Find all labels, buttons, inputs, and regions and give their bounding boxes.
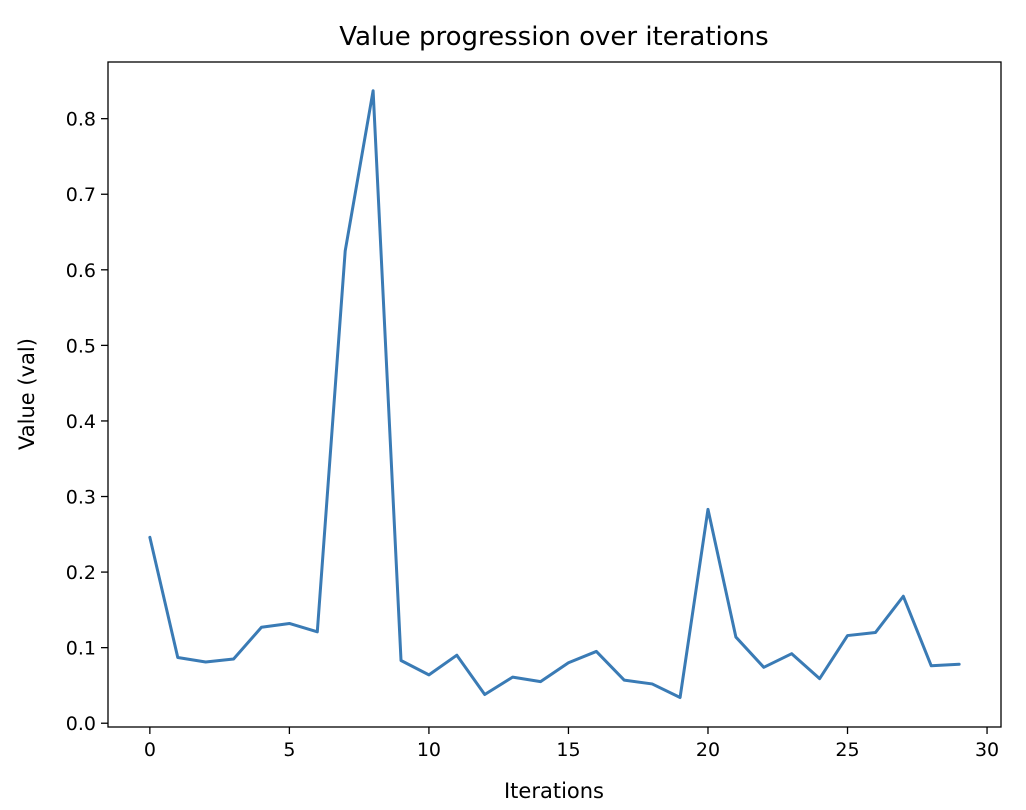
y-tick-label: 0.1	[66, 638, 96, 660]
y-tick-label: 0.3	[66, 487, 96, 509]
data-point	[511, 675, 514, 679]
data-point	[176, 656, 179, 659]
data-point	[260, 626, 263, 629]
data-point	[371, 89, 375, 92]
data-point	[762, 666, 765, 669]
data-point	[706, 508, 710, 511]
x-tick-label: 0	[144, 739, 156, 761]
data-point	[316, 630, 319, 633]
x-tick-label: 30	[975, 739, 999, 761]
data-point	[232, 657, 235, 661]
x-axis-label: Iterations	[504, 779, 604, 803]
plot-frame	[107, 61, 1002, 728]
data-point	[595, 650, 598, 653]
y-tick-label: 0.0	[66, 713, 96, 735]
data-point	[818, 677, 821, 680]
y-tick-label: 0.5	[66, 335, 96, 357]
data-points	[148, 89, 961, 699]
x-tick-label: 10	[417, 739, 441, 761]
data-point	[427, 673, 431, 677]
data-point	[344, 249, 347, 253]
data-point	[567, 661, 570, 664]
data-point	[623, 678, 626, 682]
x-tick-label: 5	[283, 739, 295, 761]
x-tick-label: 20	[696, 739, 720, 761]
axis-ticks: 0 5 10 15 20 25 30 0.0 0.1 0.2 0.3 0.4 0.5 0.6 0.7 0.8	[66, 109, 999, 761]
data-point	[455, 654, 459, 657]
data-point	[790, 652, 793, 655]
chart-title: Value progression over iterations	[339, 22, 768, 52]
data-point	[678, 696, 682, 699]
y-tick-label: 0.6	[66, 260, 96, 282]
data-point	[734, 635, 738, 639]
data-point	[957, 663, 961, 666]
y-tick-label: 0.4	[66, 411, 96, 433]
y-tick-label: 0.8	[66, 109, 96, 131]
data-point	[902, 595, 905, 598]
data-point	[930, 664, 933, 667]
y-tick-label: 0.7	[66, 184, 96, 206]
y-tick-label: 0.2	[66, 562, 96, 584]
data-point	[483, 693, 486, 696]
data-point	[539, 680, 542, 683]
data-point	[148, 536, 152, 539]
data-point	[846, 634, 849, 637]
data-point	[204, 660, 207, 664]
y-axis-label: Value (val)	[15, 338, 39, 450]
data-point	[874, 631, 877, 634]
x-tick-label: 15	[556, 739, 580, 761]
series-line	[148, 89, 961, 700]
x-tick-label: 25	[835, 739, 859, 761]
data-point	[288, 622, 291, 625]
data-point	[650, 682, 654, 686]
data-point	[399, 659, 403, 662]
